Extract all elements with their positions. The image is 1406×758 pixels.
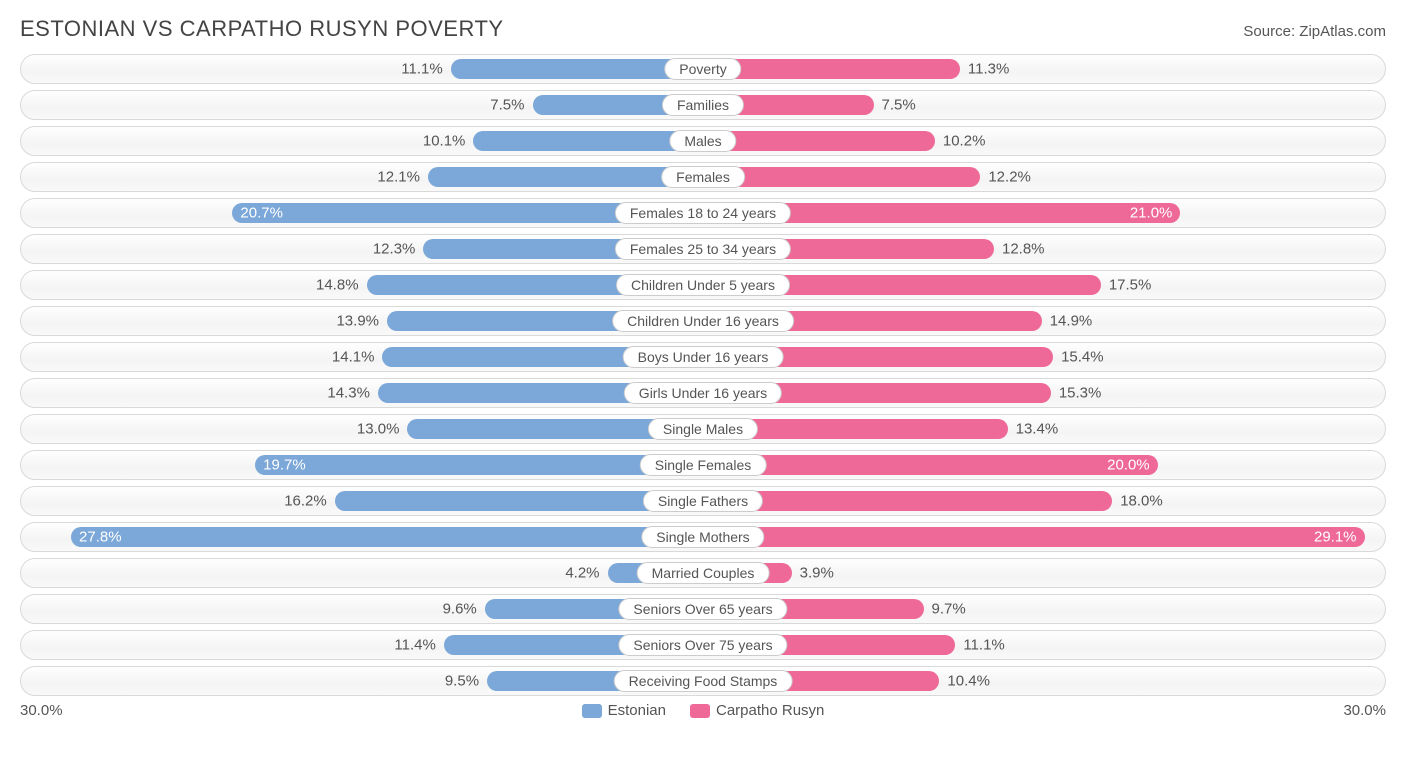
bar-right [703,59,960,79]
value-right: 15.3% [1059,385,1102,402]
value-left: 13.9% [336,313,379,330]
value-left: 7.5% [490,97,524,114]
category-label: Females 25 to 34 years [615,238,791,260]
value-right: 15.4% [1061,349,1104,366]
value-left: 20.7% [240,205,283,222]
chart-row: 14.3% 15.3% Girls Under 16 years [20,378,1386,408]
value-right: 11.3% [968,61,1009,78]
legend-swatch-left [582,704,602,718]
legend-label-left: Estonian [608,702,666,719]
page-title: ESTONIAN VS CARPATHO RUSYN POVERTY [20,16,504,42]
value-left: 16.2% [284,493,327,510]
category-label: Females [661,166,745,188]
chart-row: 10.1% 10.2% Males [20,126,1386,156]
chart-row: 27.8% 29.1% Single Mothers [20,522,1386,552]
category-label: Single Fathers [643,490,763,512]
chart-row: 12.1% 12.2% Females [20,162,1386,192]
category-label: Seniors Over 75 years [618,634,787,656]
value-right: 14.9% [1050,313,1093,330]
value-left: 11.1% [401,61,442,78]
bar-right [703,131,935,151]
value-left: 9.5% [445,673,479,690]
category-label: Children Under 5 years [616,274,790,296]
chart-row: 9.5% 10.4% Receiving Food Stamps [20,666,1386,696]
chart-row: 14.1% 15.4% Boys Under 16 years [20,342,1386,372]
value-right: 11.1% [963,637,1004,654]
source-attribution: Source: ZipAtlas.com [1243,23,1386,40]
legend-label-right: Carpatho Rusyn [716,702,824,719]
value-right: 20.0% [1107,457,1150,474]
chart-row: 19.7% 20.0% Single Females [20,450,1386,480]
category-label: Married Couples [637,562,770,584]
chart-row: 7.5% 7.5% Families [20,90,1386,120]
chart-row: 20.7% 21.0% Females 18 to 24 years [20,198,1386,228]
value-right: 12.8% [1002,241,1045,258]
category-label: Single Mothers [641,526,764,548]
chart-row: 12.3% 12.8% Females 25 to 34 years [20,234,1386,264]
value-right: 10.4% [947,673,990,690]
category-label: Females 18 to 24 years [615,202,791,224]
category-label: Children Under 16 years [612,310,794,332]
chart-row: 16.2% 18.0% Single Fathers [20,486,1386,516]
chart-row: 4.2% 3.9% Married Couples [20,558,1386,588]
chart-row: 14.8% 17.5% Children Under 5 years [20,270,1386,300]
bar-left [255,455,703,475]
value-right: 12.2% [988,169,1031,186]
category-label: Families [662,94,744,116]
value-left: 14.3% [327,385,370,402]
bar-right [703,527,1365,547]
value-right: 10.2% [943,133,986,150]
category-label: Single Males [648,418,758,440]
value-right: 21.0% [1130,205,1173,222]
value-left: 9.6% [443,601,477,618]
category-label: Seniors Over 65 years [618,598,787,620]
chart-row: 11.4% 11.1% Seniors Over 75 years [20,630,1386,660]
category-label: Males [669,130,736,152]
axis-max-left: 30.0% [20,702,63,719]
value-right: 3.9% [800,565,834,582]
value-left: 14.1% [332,349,375,366]
source-name: ZipAtlas.com [1299,23,1386,40]
category-label: Boys Under 16 years [623,346,784,368]
chart-row: 9.6% 9.7% Seniors Over 65 years [20,594,1386,624]
value-left: 4.2% [565,565,599,582]
source-label: Source: [1243,23,1295,40]
value-left: 12.3% [373,241,416,258]
value-left: 14.8% [316,277,359,294]
category-label: Poverty [664,58,741,80]
bar-right [703,455,1158,475]
legend: Estonian Carpatho Rusyn [63,702,1344,719]
value-right: 9.7% [932,601,966,618]
value-right: 29.1% [1314,529,1357,546]
category-label: Girls Under 16 years [624,382,782,404]
value-left: 13.0% [357,421,400,438]
category-label: Receiving Food Stamps [614,670,793,692]
value-right: 7.5% [882,97,916,114]
axis-max-right: 30.0% [1343,702,1386,719]
value-left: 10.1% [423,133,466,150]
legend-item-left: Estonian [582,702,666,719]
diverging-bar-chart: 11.1%11.3%Poverty7.5%7.5%Families10.1%10… [20,54,1386,696]
value-left: 27.8% [79,529,122,546]
bar-right [703,491,1112,511]
value-right: 18.0% [1120,493,1163,510]
category-label: Single Females [640,454,767,476]
bar-left [71,527,703,547]
value-left: 12.1% [377,169,420,186]
chart-row: 13.9% 14.9% Children Under 16 years [20,306,1386,336]
value-left: 11.4% [394,637,435,654]
legend-item-right: Carpatho Rusyn [690,702,824,719]
value-right: 17.5% [1109,277,1152,294]
chart-row: 13.0% 13.4% Single Males [20,414,1386,444]
chart-row: 11.1% 11.3% Poverty [20,54,1386,84]
legend-swatch-right [690,704,710,718]
value-left: 19.7% [263,457,306,474]
value-right: 13.4% [1016,421,1059,438]
